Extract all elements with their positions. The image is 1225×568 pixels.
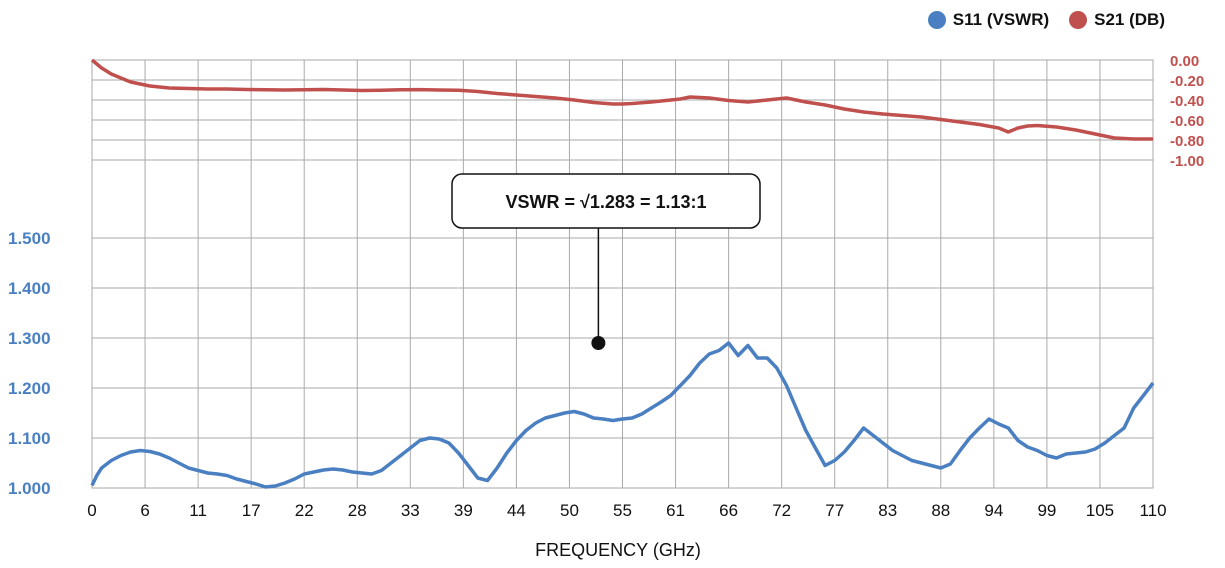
x-axis-label: FREQUENCY (GHz) [535, 540, 701, 560]
x-axis-tick-label: 33 [401, 501, 420, 520]
left-axis-tick-label: 1.100 [8, 429, 51, 448]
left-axis-tick-label: 1.500 [8, 229, 51, 248]
legend-label-s11: S11 (VSWR) [952, 10, 1050, 29]
x-axis-tick-label: 22 [295, 501, 314, 520]
x-axis-tick-label: 0 [87, 501, 96, 520]
legend-marker-s11 [927, 11, 946, 29]
annotation: VSWR = √1.283 = 1.13:1 [451, 173, 761, 350]
x-axis-tick-label: 55 [613, 501, 632, 520]
right-axis-tick-label: -0.20 [1170, 73, 1204, 90]
left-axis-tick-label: 1.400 [8, 279, 51, 298]
x-axis-ticks: 0 6 11 17 22 28 33 39 44 50 55 61 66 72 77 83 88 94 99 105 1… [87, 501, 1166, 520]
x-axis-tick-label: 44 [507, 501, 526, 520]
x-axis-tick-label: 39 [454, 501, 473, 520]
right-axis-tick-label: -0.40 [1170, 93, 1204, 110]
x-axis-tick-label: 17 [242, 501, 261, 520]
annotation-marker [591, 336, 606, 350]
x-axis-tick-label: 50 [560, 501, 579, 520]
legend-item-s11[interactable]: S11 (VSWR) [927, 10, 1050, 30]
legend: S11 (VSWR) S21 (DB) [927, 10, 1165, 30]
right-axis-tick-label: -1.00 [1170, 153, 1204, 170]
legend-item-s21[interactable]: S21 (DB) [1069, 10, 1165, 30]
annotation-box [451, 173, 761, 229]
right-axis-ticks: 0.00 -0.20 -0.40 -0.60 -0.80 -1.00 [1170, 53, 1204, 170]
left-axis-tick-label: 1.000 [8, 479, 51, 498]
grid [91, 59, 1154, 489]
annotation-text: VSWR = √1.283 = 1.13:1 [506, 192, 707, 212]
series-line-s21 [90, 58, 1153, 141]
x-axis-tick-label: 83 [878, 501, 897, 520]
x-axis-tick-label: 99 [1037, 501, 1056, 520]
x-axis-tick-label: 6 [140, 501, 149, 520]
legend-marker-s21 [1069, 11, 1088, 29]
x-axis-tick-label: 77 [825, 501, 844, 520]
x-axis-tick-label: 11 [189, 501, 207, 520]
x-axis-tick-label: 72 [772, 501, 791, 520]
series-line-s11 [90, 341, 1155, 489]
x-axis-tick-label: 28 [348, 501, 367, 520]
left-axis-tick-label: 1.200 [8, 379, 51, 398]
right-axis-tick-label: -0.80 [1170, 133, 1204, 150]
x-axis-tick-label: 110 [1139, 501, 1166, 520]
x-axis-tick-label: 105 [1086, 501, 1114, 520]
left-axis-ticks: 1.000 1.100 1.200 1.300 1.400 1.500 [8, 229, 51, 498]
series-lines [90, 58, 1155, 489]
x-axis-tick-label: 61 [666, 501, 685, 520]
right-axis-tick-label: -0.60 [1170, 113, 1204, 130]
legend-label-s21: S21 (DB) [1094, 10, 1165, 29]
left-axis-tick-label: 1.300 [8, 329, 51, 348]
x-axis-tick-label: 94 [984, 501, 1003, 520]
right-axis-tick-label: 0.00 [1170, 53, 1199, 70]
x-axis-tick-label: 88 [931, 501, 950, 520]
x-axis-tick-label: 66 [719, 501, 738, 520]
